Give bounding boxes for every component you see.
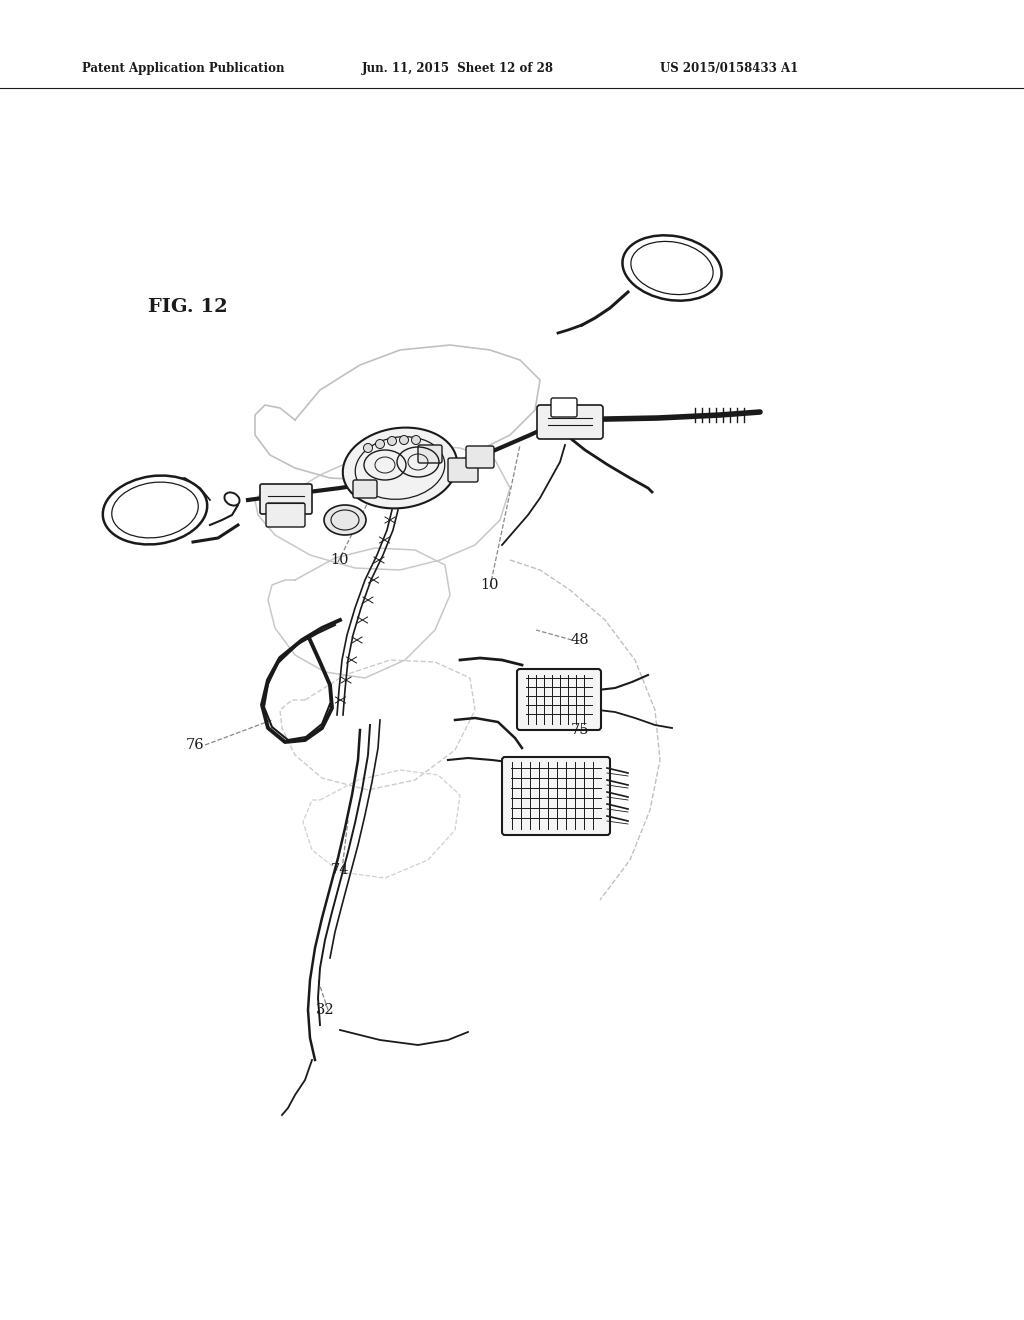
Text: 48: 48 bbox=[570, 634, 590, 647]
Circle shape bbox=[364, 444, 373, 453]
Ellipse shape bbox=[102, 475, 207, 544]
FancyBboxPatch shape bbox=[551, 399, 577, 417]
FancyBboxPatch shape bbox=[418, 445, 442, 463]
FancyBboxPatch shape bbox=[466, 446, 494, 469]
Text: 10: 10 bbox=[480, 578, 500, 591]
Ellipse shape bbox=[324, 506, 366, 535]
Ellipse shape bbox=[224, 492, 240, 506]
FancyBboxPatch shape bbox=[260, 484, 312, 513]
Text: US 2015/0158433 A1: US 2015/0158433 A1 bbox=[660, 62, 799, 75]
Text: Patent Application Publication: Patent Application Publication bbox=[82, 62, 285, 75]
Text: 76: 76 bbox=[185, 738, 205, 752]
Text: Jun. 11, 2015  Sheet 12 of 28: Jun. 11, 2015 Sheet 12 of 28 bbox=[362, 62, 554, 75]
FancyBboxPatch shape bbox=[502, 756, 610, 836]
Text: FIG. 12: FIG. 12 bbox=[148, 298, 227, 315]
FancyBboxPatch shape bbox=[537, 405, 603, 440]
Ellipse shape bbox=[623, 235, 722, 301]
Circle shape bbox=[399, 436, 409, 445]
FancyBboxPatch shape bbox=[517, 669, 601, 730]
Text: 74: 74 bbox=[331, 863, 349, 876]
Text: 32: 32 bbox=[315, 1003, 334, 1016]
FancyBboxPatch shape bbox=[266, 503, 305, 527]
Text: 10: 10 bbox=[331, 553, 349, 568]
Ellipse shape bbox=[343, 428, 457, 508]
Circle shape bbox=[387, 437, 396, 446]
Text: 75: 75 bbox=[570, 723, 589, 737]
FancyBboxPatch shape bbox=[449, 458, 478, 482]
Circle shape bbox=[376, 440, 384, 449]
FancyBboxPatch shape bbox=[353, 480, 377, 498]
Circle shape bbox=[412, 436, 421, 445]
